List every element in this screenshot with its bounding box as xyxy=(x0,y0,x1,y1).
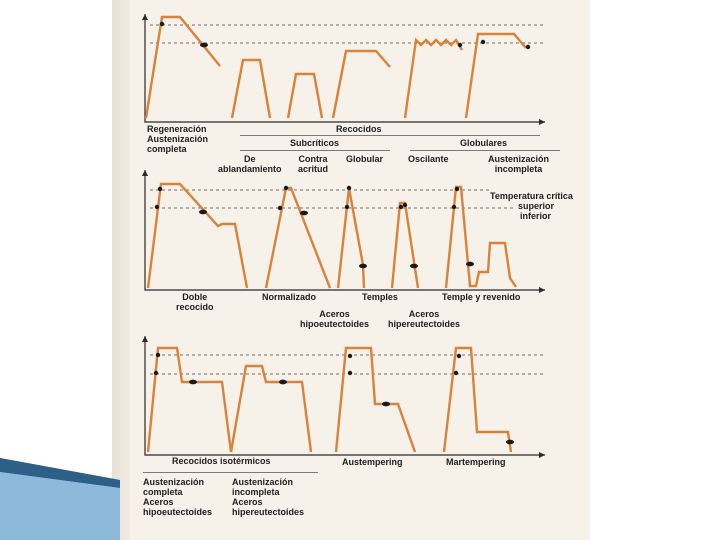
label-globular: Globular xyxy=(346,154,384,164)
transformation-marker xyxy=(347,370,353,376)
label-temple-revenido: Temple y revenido xyxy=(442,292,521,302)
heat-treatment-curve-1 xyxy=(144,15,221,119)
transformation-marker xyxy=(344,204,350,210)
transformation-marker xyxy=(153,370,159,376)
isothermal-marker xyxy=(359,263,367,269)
transformation-marker xyxy=(155,352,161,358)
transformation-marker xyxy=(525,44,531,50)
transformation-marker xyxy=(456,353,462,359)
label-inferior: inferior xyxy=(520,211,552,221)
isothermal-marker xyxy=(382,401,390,407)
label-austempering: Austempering xyxy=(342,457,403,467)
label-regeneracion: Regeneración Austenización completa xyxy=(147,124,209,154)
label-recocidos: Recocidos xyxy=(336,124,382,134)
transformation-marker xyxy=(154,204,160,210)
decorative-corner-bar xyxy=(0,458,120,540)
heat-treatment-curve-14 xyxy=(334,346,417,453)
divider-subcriticos xyxy=(240,150,390,151)
axis-panel-2 xyxy=(144,170,545,291)
y-arrow-icon xyxy=(142,170,148,176)
isothermal-marker xyxy=(506,439,514,445)
page-spine xyxy=(112,0,130,540)
x-arrow-icon xyxy=(539,287,545,293)
y-arrow-icon xyxy=(142,336,148,342)
divider-recocidos xyxy=(240,135,540,136)
transformation-marker xyxy=(157,186,163,192)
heat-treatment-curve-10 xyxy=(390,201,420,289)
isothermal-marker xyxy=(199,209,207,215)
transformation-marker xyxy=(480,39,486,45)
isothermal-marker xyxy=(279,379,287,385)
transformation-marker xyxy=(398,204,404,210)
heat-treatment-curve-13 xyxy=(229,364,313,453)
label-globulares: Globulares xyxy=(460,138,508,148)
heat-treatment-curve-9 xyxy=(336,187,366,289)
y-arrow-icon xyxy=(142,14,148,20)
label-ablandamiento: De ablandamiento xyxy=(218,154,282,174)
heat-treatment-curve-6 xyxy=(464,32,527,119)
heat-treatment-curve-15 xyxy=(442,346,513,453)
label-aceros-hipoeutectoides: Aceros hipoeutectoides xyxy=(300,309,370,329)
label-recocidos-isotermicos: Recocidos isotérmicos xyxy=(172,456,271,466)
transformation-marker xyxy=(159,21,165,27)
divider-isotermicos xyxy=(143,472,318,473)
label-austenizacion-incompleta-1: Austenización incompleta xyxy=(488,154,550,174)
heat-treatment-curve-11 xyxy=(444,185,517,289)
transformation-marker xyxy=(451,204,457,210)
transformation-marker xyxy=(347,353,353,359)
label-martempering: Martempering xyxy=(446,457,506,467)
transformation-marker xyxy=(457,42,463,48)
heat-treatment-curve-2 xyxy=(230,58,272,119)
label-oscilante: Oscilante xyxy=(408,154,449,164)
label-subcriticos: Subcríticos xyxy=(290,138,340,148)
isothermal-marker xyxy=(410,263,418,269)
transformation-marker xyxy=(402,202,408,208)
transformation-marker xyxy=(454,186,460,192)
transformation-marker xyxy=(277,205,283,211)
label-aceros-hipereutectoides: Aceros hipereutectoides xyxy=(388,309,461,329)
isothermal-marker xyxy=(200,42,208,48)
axis-panel-1 xyxy=(144,14,545,123)
x-arrow-icon xyxy=(539,119,545,125)
transformation-marker xyxy=(346,185,352,191)
isothermal-marker xyxy=(189,379,197,385)
label-contra-acritud: Contra acritud xyxy=(298,154,329,174)
heat-treatment-curve-5 xyxy=(403,37,464,119)
label-doble-recocido: Doble recocido xyxy=(176,292,214,312)
isothermal-marker xyxy=(300,210,308,216)
transformation-marker xyxy=(283,185,289,191)
heat-treatment-curve-8 xyxy=(264,186,332,289)
heat-treatment-curve-12 xyxy=(146,346,233,453)
heat-treatment-curve-7 xyxy=(146,182,249,289)
label-austenizacion-incompleta-hiper: Austenización incompleta Aceros hipereut… xyxy=(232,477,305,517)
label-temples: Temples xyxy=(362,292,398,302)
heat-treatment-curve-3 xyxy=(286,72,324,119)
heat-treatment-curve-4 xyxy=(331,49,391,119)
label-temperatura-critica: Temperatura crítica xyxy=(490,191,573,201)
axis-panel-3 xyxy=(144,336,545,456)
label-normalizado: Normalizado xyxy=(262,292,317,302)
transformation-marker xyxy=(453,370,459,376)
isothermal-marker xyxy=(466,261,474,267)
x-arrow-icon xyxy=(539,452,545,458)
divider-globulares xyxy=(410,150,560,151)
label-superior: superior xyxy=(518,201,555,211)
label-austenizacion-completa-hipo: Austenización completa Aceros hipoeutect… xyxy=(143,477,213,517)
